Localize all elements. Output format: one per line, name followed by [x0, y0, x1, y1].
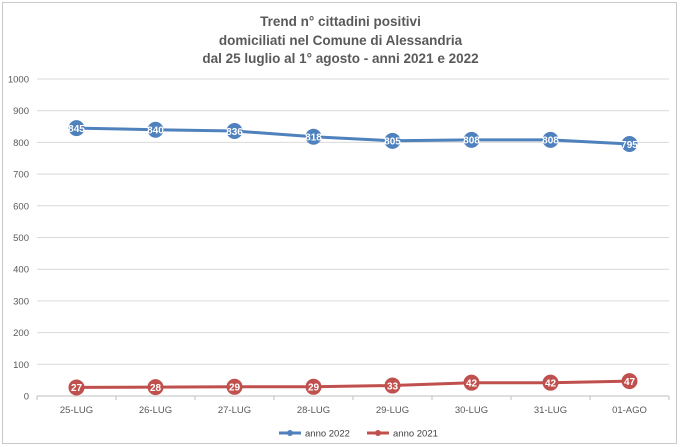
y-tick-label: 900 [13, 106, 29, 117]
y-tick-label: 800 [13, 138, 29, 149]
y-tick-label: 600 [13, 201, 29, 212]
legend-swatch-marker-1 [375, 430, 381, 436]
data-point-1 [463, 374, 480, 391]
data-label-1: 27 [71, 383, 83, 394]
x-tick-label: 01-AGO [612, 405, 647, 416]
data-point-0 [226, 122, 243, 139]
y-tick-label: 1000 [8, 75, 29, 86]
data-point-0 [147, 121, 164, 138]
y-tick-label: 0 [24, 392, 29, 403]
series-layer: 845 840 836 818 805 808 808 795 27 28 29 29 33 42 42 47 [68, 120, 638, 396]
legend-label-0: anno 2022 [305, 429, 350, 440]
chart-title-line-1: Trend n° cittadini positivi [260, 14, 421, 29]
data-label-0: 845 [68, 124, 85, 135]
x-tick-label: 27-LUG [218, 405, 251, 416]
data-label-1: 42 [545, 378, 557, 389]
y-tick-label: 100 [13, 360, 29, 371]
y-tick-label: 200 [13, 328, 29, 339]
data-label-0: 795 [621, 140, 638, 151]
data-label-0: 808 [463, 136, 480, 147]
series-line-0 [75, 126, 631, 146]
legend-label-1: anno 2021 [393, 429, 438, 440]
grid-layer [37, 78, 669, 365]
x-tick-label: 28-LUG [297, 405, 330, 416]
series-line-1 [75, 379, 631, 389]
data-point-0 [305, 128, 322, 145]
x-tick-label: 26-LUG [139, 405, 172, 416]
y-tick-label: 300 [13, 296, 29, 307]
data-label-0: 805 [384, 137, 401, 148]
data-point-1 [226, 378, 243, 395]
chart-title-line-2: domiciliati nel Comune di Alessandria [218, 32, 463, 48]
data-point-0 [463, 131, 480, 148]
legend: anno 2022 anno 2021 [279, 429, 438, 440]
y-tick-label: 700 [13, 170, 29, 181]
data-point-0 [621, 135, 638, 152]
data-label-1: 33 [387, 381, 399, 392]
data-point-0 [542, 131, 559, 148]
chart-svg: 0 100 200 300 400 500 600 700 800 900 1000 25-LUG 26… [8, 75, 670, 440]
data-label-0: 840 [147, 126, 164, 137]
data-label-0: 836 [226, 127, 243, 138]
data-point-1 [384, 377, 401, 394]
chart-title: Trend n° cittadini positivi domiciliati … [3, 13, 678, 69]
y-tick-label: 400 [13, 265, 29, 276]
x-tick-label: 31-LUG [534, 405, 567, 416]
x-tick-label: 25-LUG [60, 405, 93, 416]
axis-layer: 0 100 200 300 400 500 600 700 800 900 1000 25-LUG 26… [8, 75, 670, 416]
data-label-1: 29 [229, 383, 241, 394]
data-point-0 [384, 132, 401, 149]
legend-swatch-marker-0 [287, 430, 293, 436]
data-label-1: 29 [308, 383, 320, 394]
data-label-1: 42 [466, 378, 478, 389]
x-tick-label: 29-LUG [376, 405, 409, 416]
x-tick-label: 30-LUG [455, 405, 488, 416]
data-point-1 [621, 373, 638, 390]
data-label-0: 808 [542, 136, 559, 147]
data-point-1 [305, 378, 322, 395]
chart-title-line-3: dal 25 luglio al 1° agosto - anni 2021 e… [202, 51, 479, 66]
data-point-0 [68, 120, 85, 137]
data-point-1 [68, 379, 85, 396]
data-label-0: 818 [305, 132, 322, 143]
data-point-1 [147, 379, 164, 396]
data-label-1: 47 [624, 377, 636, 388]
data-label-1: 28 [150, 383, 162, 394]
data-point-1 [542, 374, 559, 391]
y-tick-label: 500 [13, 233, 29, 244]
